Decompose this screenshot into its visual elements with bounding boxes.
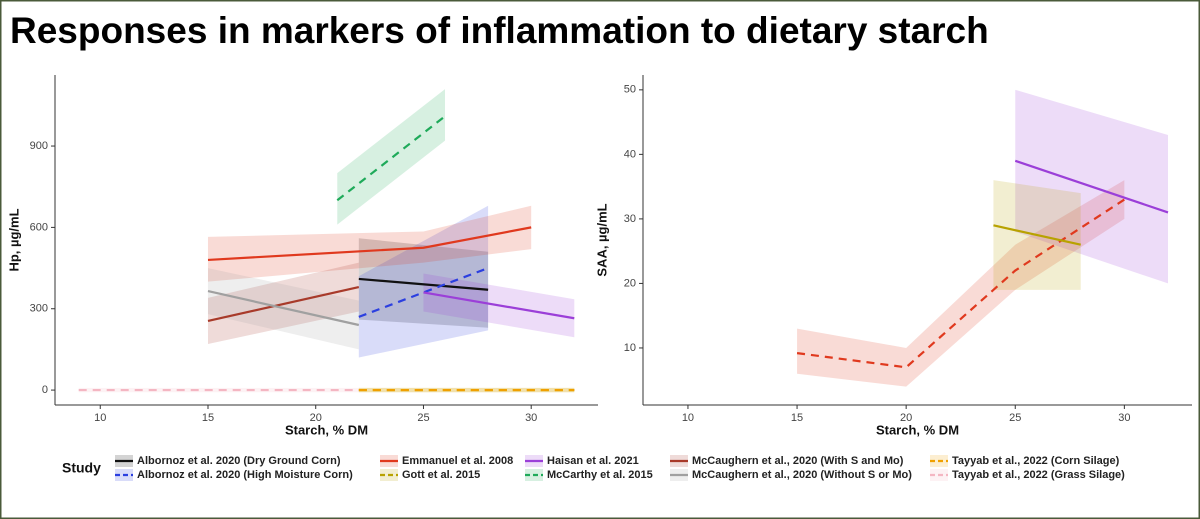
legend-label: McCaughern et al., 2020 (Without S or Mo… [692,469,912,481]
y-axis-label: Hp, µg/mL [6,208,21,271]
legend-label: Haisan et al. 2021 [547,455,639,467]
y-tick-label: 20 [624,277,636,289]
legend-title: Study [62,460,101,476]
y-tick-label: 40 [624,148,636,160]
x-tick-label: 15 [202,412,214,424]
legend-label: Emmanuel et al. 2008 [402,455,513,467]
series-line [423,291,575,320]
legend-label: Albornoz et al. 2020 (Dry Ground Corn) [137,455,341,467]
series-line [993,224,1081,246]
confidence-band [207,205,532,282]
x-tick-label: 10 [94,412,106,424]
series-line [1014,159,1169,214]
series-line [358,277,489,291]
y-tick-label: 300 [30,303,48,315]
x-tick-label: 30 [525,412,537,424]
x-tick-label: 10 [682,412,694,424]
series-line [207,290,360,327]
series-line [358,267,489,318]
y-tick-label: 30 [624,213,636,225]
slide-title: Responses in markers of inflammation to … [10,10,989,51]
x-tick-label: 15 [791,412,803,424]
x-tick-label: 25 [417,412,429,424]
confidence-band [797,180,1125,387]
series-line [336,115,446,202]
legend-label: McCarthy et al. 2015 [547,469,653,481]
legend-label: McCaughern et al., 2020 (With S and Mo) [692,455,904,467]
y-axis-label: SAA, µg/mL [594,203,609,276]
legend-label: Tayyab et al., 2022 (Grass Silage) [952,469,1125,481]
x-tick-label: 20 [310,412,322,424]
series-line [207,285,360,323]
x-tick-label: 30 [1118,412,1130,424]
y-tick-label: 600 [30,221,48,233]
x-axis-label: Starch, % DM [876,422,959,437]
x-tick-label: 25 [1009,412,1021,424]
legend-label: Gott et al. 2015 [402,469,480,481]
series-line [207,226,532,262]
confidence-band [358,205,489,358]
series-line [796,198,1125,369]
y-tick-label: 0 [42,384,48,396]
y-tick-label: 900 [30,140,48,152]
legend-label: Tayyab et al., 2022 (Corn Silage) [952,455,1120,467]
y-tick-label: 10 [624,342,636,354]
confidence-band [337,89,446,225]
x-tick-label: 20 [900,412,912,424]
y-tick-label: 50 [624,84,636,96]
legend-label: Albornoz et al. 2020 (High Moisture Corn… [137,469,353,481]
x-axis-label: Starch, % DM [285,422,368,437]
